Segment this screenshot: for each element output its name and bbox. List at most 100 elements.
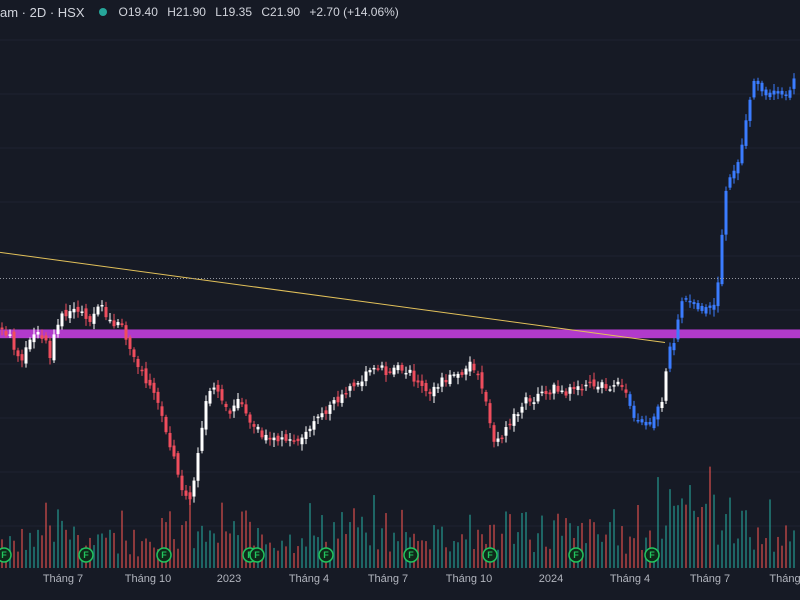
volume-bar (489, 524, 491, 568)
volume-bar (101, 533, 103, 568)
volume-bar (277, 550, 279, 568)
candle-body (404, 372, 408, 375)
candle-body (60, 313, 64, 327)
candle-body (700, 305, 704, 311)
event-marker-icon[interactable]: F (644, 547, 660, 563)
volume-bar (569, 523, 571, 568)
event-marker-icon[interactable]: F (249, 547, 265, 563)
candle-body (132, 349, 136, 358)
candle-body (340, 394, 344, 403)
candle-body (736, 162, 740, 174)
candle-body (288, 439, 292, 441)
support-zone-band[interactable] (0, 329, 800, 339)
candle-body (712, 304, 716, 310)
volume-bar (65, 529, 67, 568)
candle-body (460, 372, 464, 375)
event-marker-icon[interactable]: F (403, 547, 419, 563)
volume-bar (61, 520, 63, 568)
volume-bar (385, 513, 387, 568)
volume-bar (297, 546, 299, 568)
candle-body (332, 400, 336, 404)
volume-bar (589, 519, 591, 568)
candle-body (684, 298, 688, 300)
candle-body (772, 90, 776, 95)
volume-bar (713, 494, 715, 568)
volume-bar (533, 552, 535, 568)
event-marker-icon[interactable]: F (318, 547, 334, 563)
candle-body (32, 334, 36, 343)
candle-body (48, 340, 52, 359)
candle-body (292, 440, 296, 442)
candle-body (420, 380, 424, 386)
event-marker-label: F (254, 550, 260, 560)
candle-body (636, 419, 640, 422)
volume-bar (273, 547, 275, 568)
volume-bar (565, 518, 567, 568)
volume-bar (677, 505, 679, 568)
volume-bar (129, 554, 131, 568)
volume-bar (393, 532, 395, 568)
event-marker-icon[interactable]: F (156, 547, 172, 563)
candle-body (168, 432, 172, 448)
volume-bar (317, 537, 319, 568)
volume-bar (401, 509, 403, 568)
volume-bar (265, 544, 267, 568)
candle-body (488, 403, 492, 424)
candle-body (764, 89, 768, 96)
volume-bar (637, 505, 639, 568)
candle-body (776, 91, 780, 94)
volume-bar (349, 522, 351, 568)
candle-body (448, 374, 452, 385)
volume-bar (481, 534, 483, 568)
candle-body (40, 335, 44, 339)
volume-bar (381, 528, 383, 568)
volume-bar (337, 538, 339, 568)
candle-body (612, 385, 616, 387)
candle-body (512, 413, 516, 426)
candle-body (208, 391, 212, 404)
volume-bar (689, 485, 691, 568)
candle-body (668, 346, 672, 369)
volume-bar (113, 532, 115, 568)
event-marker-icon[interactable]: F (482, 547, 498, 563)
candle-body (68, 311, 72, 319)
volume-bar (457, 542, 459, 568)
volume-bar (501, 533, 503, 568)
x-tick-label: Tháng 7 (368, 573, 408, 585)
volume-bar (517, 532, 519, 568)
candles (0, 73, 796, 505)
candle-body (368, 370, 372, 373)
candle-body (520, 406, 524, 413)
volume-bar (121, 510, 123, 568)
volume-bar (125, 540, 127, 568)
candle-body (116, 322, 120, 326)
candle-body (344, 392, 348, 395)
candle-body (304, 431, 308, 439)
volume-bar (97, 534, 99, 568)
candle-body (732, 170, 736, 179)
event-marker-icon[interactable]: F (78, 547, 94, 563)
event-marker-icon[interactable]: F (0, 547, 12, 563)
event-markers[interactable]: FFFFFFFFFF (0, 547, 660, 563)
volume-bar (377, 549, 379, 568)
candle-body (248, 414, 252, 423)
x-tick-label: Tháng 7 (43, 573, 83, 585)
support-zone[interactable] (0, 329, 800, 339)
candle-body (560, 390, 564, 393)
volume-bar (281, 540, 283, 568)
volume-bar (761, 544, 763, 568)
trendline[interactable] (0, 251, 666, 344)
candle-body (276, 435, 280, 442)
volume-bar (613, 509, 615, 568)
volume-bar (197, 531, 199, 568)
event-marker-icon[interactable]: F (568, 547, 584, 563)
candle-body (444, 379, 448, 383)
candle-body (596, 386, 600, 390)
symbol-label[interactable]: am · 2D · HSX (0, 4, 85, 20)
x-tick-label: 2024 (539, 573, 563, 585)
volume-bar (181, 525, 183, 568)
trendline-segment[interactable] (0, 251, 666, 344)
candle-body (452, 374, 456, 376)
high-value: 21.90 (175, 5, 206, 19)
